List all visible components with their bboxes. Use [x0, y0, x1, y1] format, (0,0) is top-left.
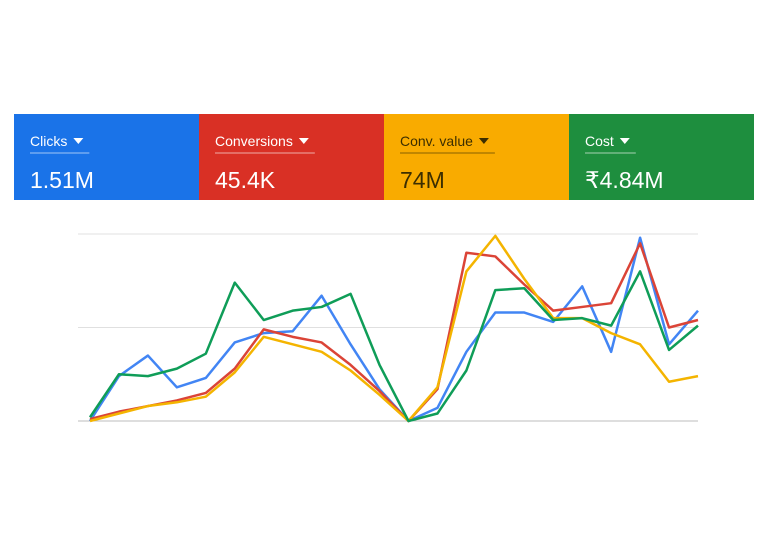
- metric-label[interactable]: Conv. value: [400, 133, 473, 149]
- series-line: [89, 242, 699, 423]
- metric-label[interactable]: Cost: [585, 133, 614, 149]
- metric-card[interactable]: [384, 114, 569, 200]
- metric-total: 45.4K: [215, 167, 276, 193]
- metric-total: 74M: [400, 167, 445, 193]
- dropdown-arrow: [298, 138, 309, 144]
- dropdown-arrow: [478, 138, 489, 144]
- metric-total: 1.51M: [30, 167, 94, 193]
- dropdown-arrow: [619, 138, 630, 144]
- series-line: [88, 270, 699, 423]
- metric-total: ₹4.84M: [585, 167, 664, 193]
- dropdown-arrow: [73, 138, 84, 144]
- metric-card[interactable]: [14, 114, 199, 200]
- metric-label[interactable]: Conversions: [215, 133, 293, 149]
- series-line: [89, 234, 699, 423]
- metric-label[interactable]: Clicks: [30, 133, 67, 149]
- metric-card[interactable]: [569, 114, 754, 200]
- metric-card[interactable]: [199, 114, 384, 200]
